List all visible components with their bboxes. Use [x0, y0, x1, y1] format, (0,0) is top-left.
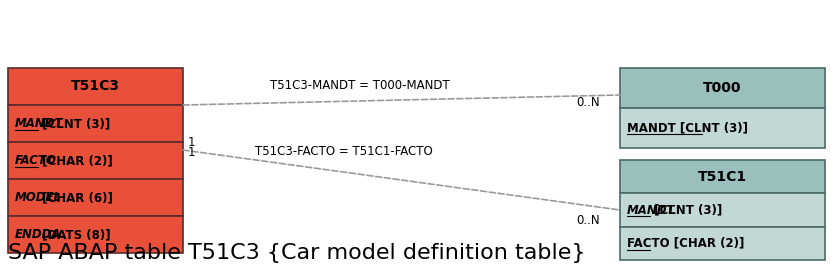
- Bar: [8, 68, 183, 105]
- Bar: [620, 68, 825, 108]
- Text: T000: T000: [703, 81, 742, 95]
- Text: [CLNT (3)]: [CLNT (3)]: [38, 117, 110, 130]
- Text: MANDT [CLNT (3)]: MANDT [CLNT (3)]: [627, 121, 748, 134]
- Text: T51C3-MANDT = T000-MANDT: T51C3-MANDT = T000-MANDT: [270, 79, 450, 92]
- Text: MODEL: MODEL: [15, 191, 62, 204]
- Bar: [620, 193, 825, 227]
- Text: 1: 1: [188, 137, 196, 150]
- Text: 1: 1: [188, 147, 196, 160]
- Text: [CHAR (2)]: [CHAR (2)]: [38, 154, 113, 167]
- Text: T51C3-FACTO = T51C1-FACTO: T51C3-FACTO = T51C1-FACTO: [255, 145, 433, 158]
- Bar: [8, 142, 183, 179]
- Text: T51C3: T51C3: [71, 79, 120, 93]
- Text: [DATS (8)]: [DATS (8)]: [38, 228, 111, 241]
- Bar: [8, 105, 183, 142]
- Bar: [8, 179, 183, 216]
- Text: MANDT: MANDT: [627, 204, 675, 217]
- Text: 0..N: 0..N: [576, 214, 600, 227]
- Text: T51C1: T51C1: [698, 170, 747, 184]
- Text: [CHAR (6)]: [CHAR (6)]: [38, 191, 113, 204]
- Text: MANDT: MANDT: [15, 117, 64, 130]
- Bar: [620, 160, 825, 193]
- Text: 0..N: 0..N: [576, 95, 600, 108]
- Text: FACTO [CHAR (2)]: FACTO [CHAR (2)]: [627, 237, 744, 250]
- Text: SAP ABAP table T51C3 {Car model definition table}: SAP ABAP table T51C3 {Car model definiti…: [8, 243, 585, 263]
- Text: [CLNT (3)]: [CLNT (3)]: [650, 204, 722, 217]
- Text: FACTO: FACTO: [15, 154, 57, 167]
- Bar: [620, 227, 825, 260]
- Bar: [8, 216, 183, 253]
- Bar: [620, 108, 825, 148]
- Text: ENDDA: ENDDA: [15, 228, 62, 241]
